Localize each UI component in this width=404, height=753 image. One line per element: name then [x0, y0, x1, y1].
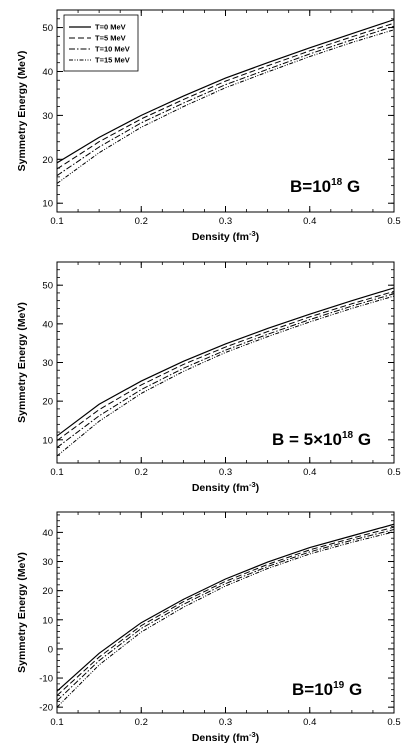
- chart-panel-2: 0.1 0.2 0.3 0.4 0.5 10 20 30 40 50 Density (fm-3) S…: [16, 261, 401, 494]
- series-line-t0: [57, 523, 394, 692]
- x-tick-label: 0.1: [50, 717, 63, 728]
- y-tick-label: 20: [42, 586, 53, 597]
- series-line-t15: [57, 29, 394, 184]
- x-tick-label: 0.4: [303, 717, 316, 728]
- field-label: B=1018 G: [290, 177, 360, 196]
- x-tick-label: 0.5: [387, 717, 400, 728]
- legend-label: T=10 MeV: [95, 45, 130, 54]
- x-tick-label: 0.3: [219, 467, 232, 478]
- x-tick-label: 0.2: [135, 717, 148, 728]
- chart-panel-3: 0.1 0.2 0.3 0.4 0.5 -20 -10 0 10 20 30 40 Density (f…: [16, 511, 401, 744]
- x-tick-label: 0.1: [50, 216, 63, 227]
- legend: T=0 MeV T=5 MeV T=10 MeV T=15 MeV: [63, 14, 139, 72]
- y-tick-label: 30: [42, 111, 53, 122]
- y-tick-label: 20: [42, 155, 53, 166]
- y-tick-label: -20: [39, 703, 53, 714]
- field-label: B = 5×1018 G: [272, 430, 371, 449]
- x-axis-title: Density (fm-3): [192, 229, 259, 243]
- series-line-t5: [57, 22, 394, 170]
- y-tick-label: 30: [42, 557, 53, 568]
- y-tick-label: 10: [42, 435, 53, 446]
- y-tick-label: 50: [42, 281, 53, 292]
- legend-label: T=5 MeV: [95, 34, 126, 43]
- series-line-t0: [57, 19, 394, 164]
- x-tick-label: 0.4: [303, 216, 316, 227]
- legend-box: [63, 14, 139, 72]
- x-tick-label: 0.2: [135, 467, 148, 478]
- y-tick-label: 30: [42, 358, 53, 369]
- series-line-t10: [57, 293, 394, 448]
- series-line-t15: [57, 295, 394, 457]
- y-tick-label: 10: [42, 199, 53, 210]
- x-axis-title: Density (fm-3): [192, 730, 259, 744]
- series-group: [57, 287, 394, 457]
- x-tick-label: 0.3: [219, 717, 232, 728]
- series-line-t10: [57, 25, 394, 176]
- x-axis-title: Density (fm-3): [192, 480, 259, 494]
- y-tick-label: 0: [48, 644, 53, 655]
- series-group: [57, 523, 394, 708]
- y-axis-title: Symmetry Energy (MeV): [16, 302, 28, 423]
- series-line-t5: [57, 290, 394, 441]
- y-tick-label: 20: [42, 397, 53, 408]
- field-label: B=1019 G: [292, 680, 362, 699]
- series-line-t15: [57, 531, 394, 708]
- x-tick-label: 0.4: [303, 467, 316, 478]
- y-tick-label: 40: [42, 528, 53, 539]
- x-tick-label: 0.2: [135, 216, 148, 227]
- y-tick-label: 40: [42, 67, 53, 78]
- x-tick-label: 0.5: [387, 216, 400, 227]
- series-line-t5: [57, 526, 394, 696]
- y-axis-title: Symmetry Energy (MeV): [16, 552, 28, 673]
- x-tick-label: 0.3: [219, 216, 232, 227]
- legend-label: T=15 MeV: [95, 56, 130, 65]
- legend-label: T=0 MeV: [95, 23, 126, 32]
- y-tick-label: 50: [42, 23, 53, 34]
- chart-panel-1: 0.1 0.2 0.3 0.4 0.5 10 20 30 40 50 Density (fm-3) S…: [16, 9, 401, 243]
- series-line-t0: [57, 287, 394, 437]
- series-line-t10: [57, 528, 394, 702]
- y-tick-label: 10: [42, 615, 53, 626]
- y-tick-label: 40: [42, 319, 53, 330]
- series-group: [57, 19, 394, 184]
- y-axis-title: Symmetry Energy (MeV): [16, 51, 28, 172]
- x-tick-label: 0.1: [50, 467, 63, 478]
- x-tick-label: 0.5: [387, 467, 400, 478]
- y-tick-label: -10: [39, 674, 53, 685]
